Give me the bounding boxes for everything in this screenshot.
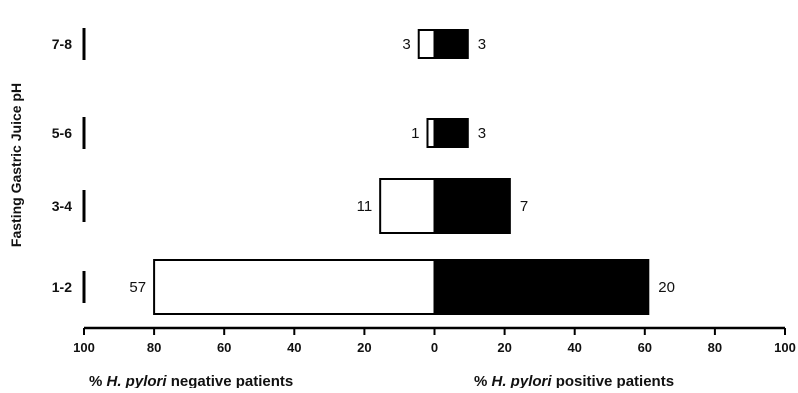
x-tick-label: 100 bbox=[73, 340, 95, 355]
category-label: 7-8 bbox=[52, 36, 72, 52]
x-tick-label: 100 bbox=[774, 340, 796, 355]
x-tick-label: 40 bbox=[287, 340, 301, 355]
x-tick-label: 60 bbox=[638, 340, 652, 355]
x-tick-label: 80 bbox=[708, 340, 722, 355]
data-label-positive: 7 bbox=[520, 198, 528, 215]
data-label-negative: 1 bbox=[411, 125, 419, 142]
bar-negative bbox=[153, 259, 436, 315]
x-axis-title-negative-prefix: % bbox=[89, 373, 107, 388]
data-label-positive: 20 bbox=[658, 279, 675, 296]
x-axis-title-positive-italic: H. pylori bbox=[492, 373, 553, 388]
category-axis: 7-8 5-6 3-4 1-2 bbox=[52, 28, 86, 303]
bars-layer bbox=[153, 29, 650, 315]
data-label-positive: 3 bbox=[478, 36, 486, 53]
data-label-negative: 57 bbox=[129, 279, 146, 296]
x-axis-title-positive: % H. pylori positive patients bbox=[474, 373, 674, 388]
x-axis-title-negative-suffix: negative patients bbox=[167, 373, 294, 388]
bar-positive bbox=[433, 118, 469, 148]
x-tick-label: 20 bbox=[357, 340, 371, 355]
x-tick-label: 80 bbox=[147, 340, 161, 355]
bar-positive bbox=[433, 259, 650, 315]
x-axis-title-positive-prefix: % bbox=[474, 373, 492, 388]
bar-positive bbox=[433, 178, 511, 234]
category-label: 3-4 bbox=[52, 198, 72, 214]
data-label-positive: 3 bbox=[478, 125, 486, 142]
x-axis-title-negative-italic: H. pylori bbox=[107, 373, 168, 388]
category-label: 1-2 bbox=[52, 279, 72, 295]
data-label-negative: 11 bbox=[357, 198, 373, 215]
category-label: 5-6 bbox=[52, 125, 72, 141]
bar-negative bbox=[379, 178, 436, 234]
bar-negative bbox=[426, 118, 436, 148]
bar-negative bbox=[417, 29, 436, 59]
x-tick-label: 20 bbox=[497, 340, 511, 355]
x-axis-title-negative: % H. pylori negative patients bbox=[89, 373, 293, 388]
x-tick-label: 0 bbox=[431, 340, 438, 355]
x-axis-title-positive-suffix: positive patients bbox=[552, 373, 675, 388]
data-label-negative: 3 bbox=[402, 36, 410, 53]
x-tick-label: 60 bbox=[217, 340, 231, 355]
x-axis: 100 80 60 40 20 0 20 40 60 80 100 bbox=[73, 326, 796, 355]
bar-positive bbox=[433, 29, 469, 59]
x-tick-label: 40 bbox=[567, 340, 581, 355]
y-axis-title: Fasting Gastric Juice pH bbox=[8, 83, 24, 247]
